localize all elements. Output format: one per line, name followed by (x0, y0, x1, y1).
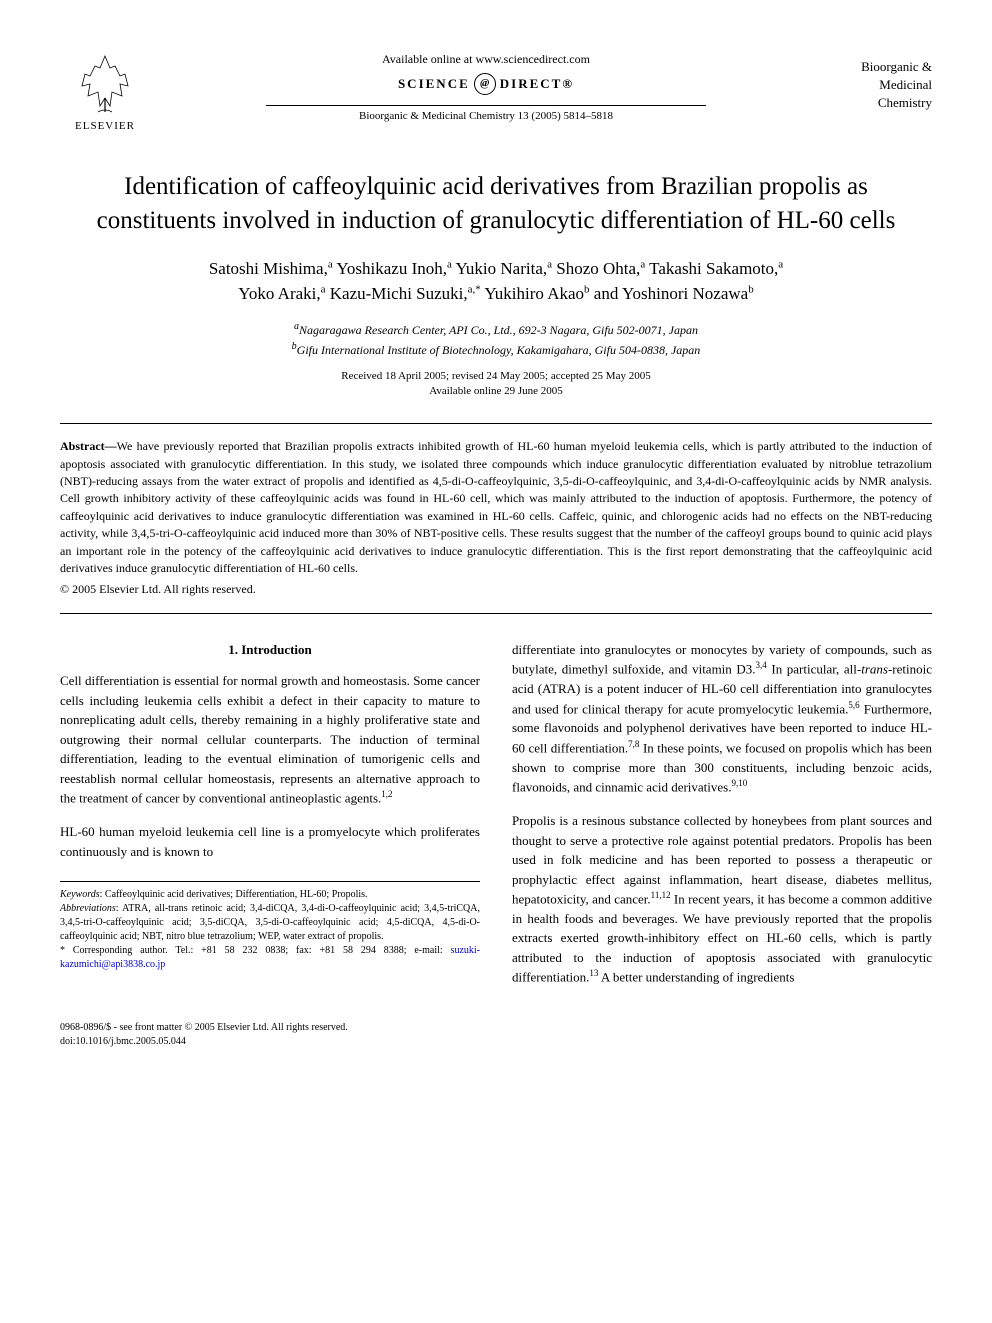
right-column: differentiate into granulocytes or monoc… (512, 640, 932, 1001)
body-paragraph: Cell differentiation is essential for no… (60, 671, 480, 808)
author-sup: a (547, 258, 552, 270)
cite-ref[interactable]: 5,6 (848, 700, 859, 710)
available-online-text: Available online at www.sciencedirect.co… (150, 52, 822, 67)
left-column: 1. Introduction Cell differentiation is … (60, 640, 480, 1001)
authors-line2: Yoko Araki,a Kazu-Michi Suzuki,a,* Yukih… (70, 281, 922, 307)
header: ELSEVIER Available online at www.science… (60, 48, 932, 132)
article-title: Identification of caffeoylquinic acid de… (80, 170, 912, 238)
corresponding-text: * Corresponding author. Tel.: +81 58 232… (60, 945, 451, 956)
p-text: A better understanding of ingredients (598, 970, 794, 985)
journal-name-line1: Bioorganic & (822, 58, 932, 76)
sd-right: DIRECT® (500, 76, 574, 92)
journal-name-line2: Medicinal (822, 76, 932, 94)
elsevier-tree-icon (70, 48, 140, 118)
cite-ref[interactable]: 9,10 (731, 778, 747, 788)
author: Satoshi Mishima, (209, 259, 328, 278)
abbrev-label: Abbreviations (60, 903, 116, 914)
header-rule (266, 105, 706, 106)
italic-term: trans (861, 662, 888, 677)
keywords-text: : Caffeoylquinic acid derivatives; Diffe… (100, 889, 368, 900)
abstract-top-rule (60, 423, 932, 424)
body-paragraph: differentiate into granulocytes or monoc… (512, 640, 932, 797)
footer-doi: doi:10.1016/j.bmc.2005.05.044 (60, 1035, 932, 1049)
page-footer: 0968-0896/$ - see front matter © 2005 El… (60, 1021, 932, 1049)
author-sup: a (640, 258, 645, 270)
cite-ref[interactable]: 1,2 (381, 789, 392, 799)
body-columns: 1. Introduction Cell differentiation is … (60, 640, 932, 1001)
article-dates: Received 18 April 2005; revised 24 May 2… (60, 369, 932, 400)
author: Kazu-Michi Suzuki, (330, 284, 468, 303)
corresponding-author: * Corresponding author. Tel.: +81 58 232… (60, 944, 480, 972)
received-date: Received 18 April 2005; revised 24 May 2… (60, 369, 932, 384)
cite-ref[interactable]: 7,8 (628, 739, 639, 749)
affiliation-a: aNagaragawa Research Center, API Co., Lt… (60, 319, 932, 339)
author: Takashi Sakamoto, (649, 259, 778, 278)
header-center: Available online at www.sciencedirect.co… (150, 48, 822, 122)
publisher-name: ELSEVIER (75, 120, 135, 132)
keywords: Keywords: Caffeoylquinic acid derivative… (60, 888, 480, 902)
body-paragraph: Propolis is a resinous substance collect… (512, 811, 932, 987)
sd-left: SCIENCE (398, 76, 470, 92)
author: Yoko Araki, (238, 284, 320, 303)
footnotes: Keywords: Caffeoylquinic acid derivative… (60, 881, 480, 972)
abstract-text: We have previously reported that Brazili… (60, 439, 932, 575)
author: and Yoshinori Nozawa (594, 284, 748, 303)
author-sup: a (328, 258, 333, 270)
section-heading: 1. Introduction (60, 640, 480, 660)
author: Yoshikazu Inoh, (336, 259, 447, 278)
affiliation-b-text: Gifu International Institute of Biotechn… (297, 343, 701, 357)
abbrev-text: : ATRA, all-trans retinoic acid; 3,4-diC… (60, 903, 480, 942)
keywords-label: Keywords (60, 889, 100, 900)
journal-name: Bioorganic & Medicinal Chemistry (822, 48, 932, 113)
journal-name-line3: Chemistry (822, 94, 932, 112)
affiliations: aNagaragawa Research Center, API Co., Lt… (60, 319, 932, 359)
footer-copyright: 0968-0896/$ - see front matter © 2005 El… (60, 1021, 932, 1035)
author: Yukihiro Akao (484, 284, 584, 303)
affiliation-b: bGifu International Institute of Biotech… (60, 339, 932, 359)
abstract-bottom-rule (60, 613, 932, 614)
p-text: In particular, all- (767, 662, 861, 677)
author: Shozo Ohta, (556, 259, 640, 278)
publisher-logo: ELSEVIER (60, 48, 150, 132)
online-date: Available online 29 June 2005 (60, 384, 932, 399)
author: Yukio Narita, (456, 259, 548, 278)
p-text: Cell differentiation is essential for no… (60, 673, 480, 805)
abstract-label: Abstract— (60, 439, 117, 453)
author-sup: a (321, 283, 326, 295)
abstract: Abstract—We have previously reported tha… (60, 438, 932, 599)
abbreviations: Abbreviations: ATRA, all-trans retinoic … (60, 902, 480, 944)
cite-ref[interactable]: 3,4 (756, 660, 767, 670)
affiliation-a-text: Nagaragawa Research Center, API Co., Ltd… (299, 323, 698, 337)
abstract-copyright: © 2005 Elsevier Ltd. All rights reserved… (60, 581, 932, 598)
sd-at-icon: @ (474, 73, 496, 95)
authors-line1: Satoshi Mishima,a Yoshikazu Inoh,a Yukio… (70, 256, 922, 282)
authors: Satoshi Mishima,a Yoshikazu Inoh,a Yukio… (70, 256, 922, 307)
author-sup: a (778, 258, 783, 270)
author-sup: b (748, 283, 754, 295)
author-sup: b (584, 283, 590, 295)
body-paragraph: HL-60 human myeloid leukemia cell line i… (60, 822, 480, 861)
author-sup: a,* (468, 283, 481, 295)
science-direct-logo: SCIENCE @ DIRECT® (398, 73, 574, 95)
author-sup: a (447, 258, 452, 270)
cite-ref[interactable]: 11,12 (651, 890, 671, 900)
journal-citation: Bioorganic & Medicinal Chemistry 13 (200… (150, 110, 822, 122)
